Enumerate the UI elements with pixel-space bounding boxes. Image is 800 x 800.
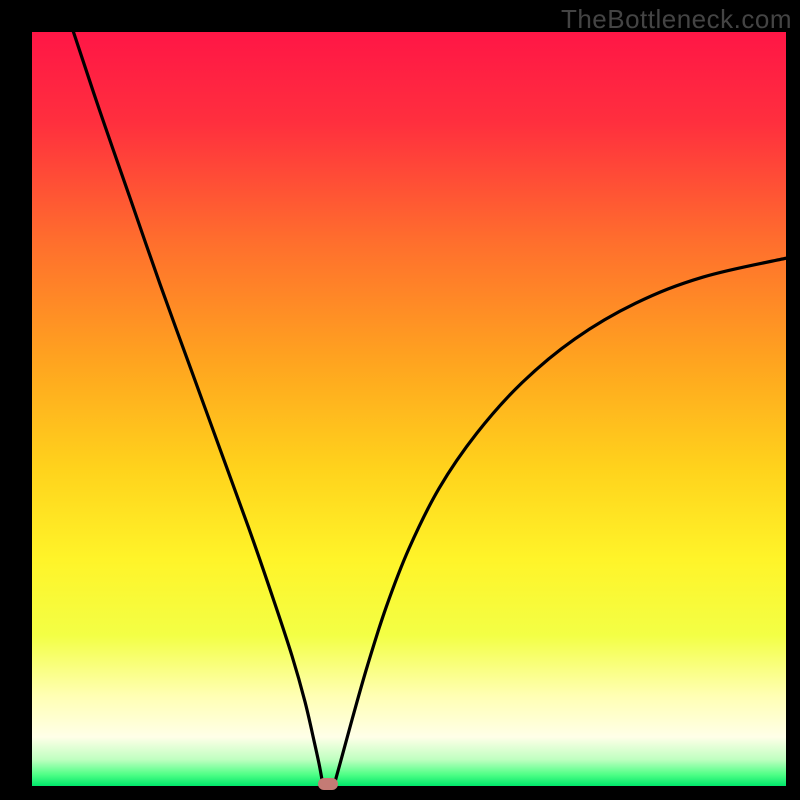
optimum-marker	[318, 778, 338, 790]
watermark-text: TheBottleneck.com	[561, 4, 792, 35]
plot-area	[32, 32, 786, 786]
plot-svg	[32, 32, 786, 786]
plot-background	[32, 32, 786, 786]
